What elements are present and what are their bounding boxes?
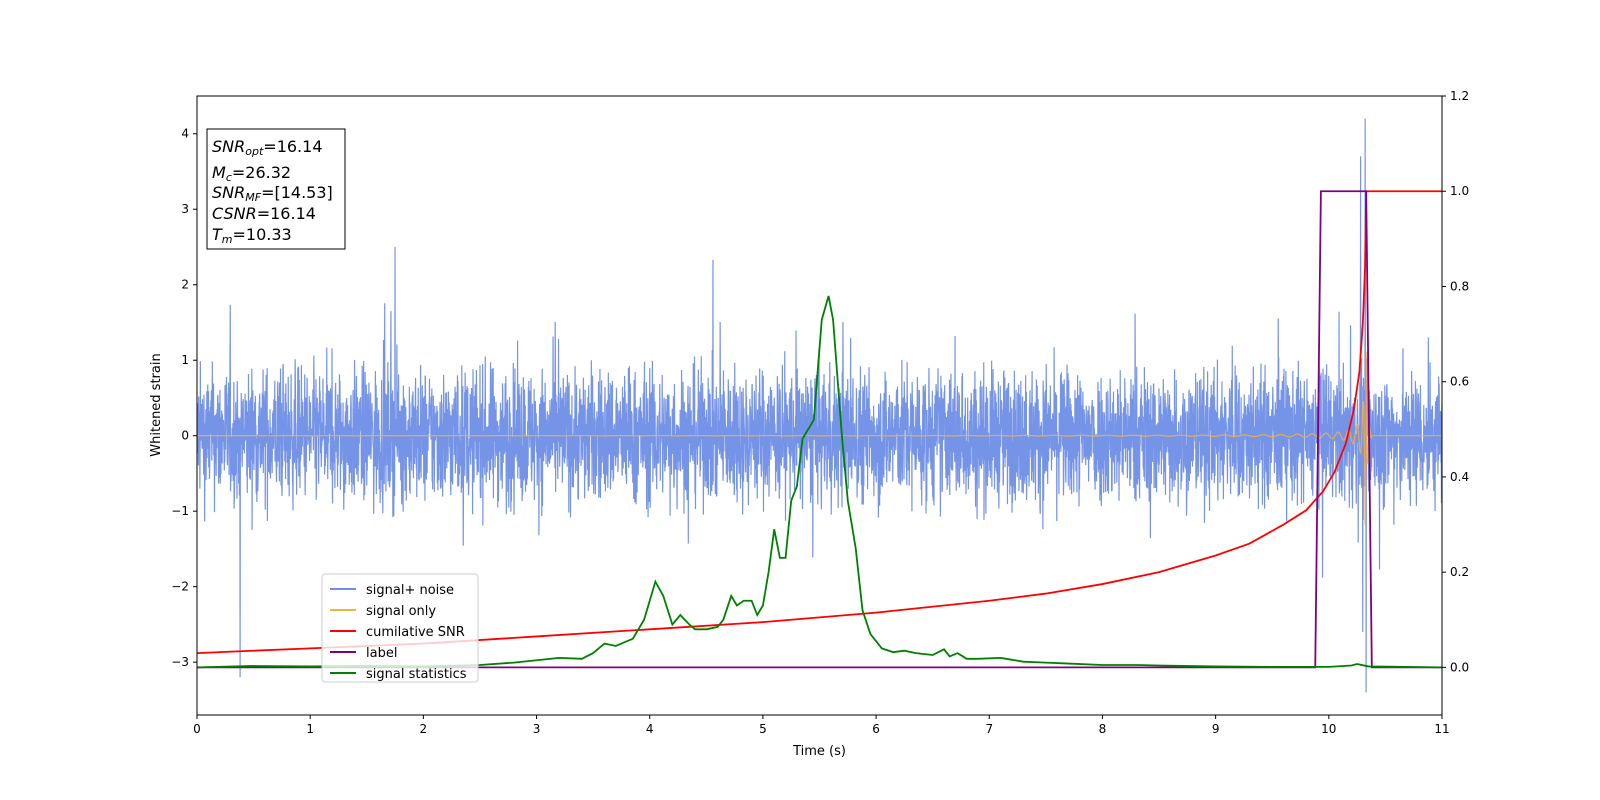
series-line-signal-only (197, 352, 1442, 526)
series-line-signal-noise (197, 118, 1442, 693)
y-tick-label: 2 (181, 278, 189, 292)
y-tick-label: −1 (171, 504, 189, 518)
y-tick-label: −2 (171, 580, 189, 594)
x-tick-label: 5 (759, 722, 767, 736)
annotation-frame (206, 128, 346, 250)
x-axis-title: Time (s) (792, 744, 846, 759)
x-tick-label: 10 (1321, 722, 1336, 736)
series-layer (197, 118, 1442, 693)
y2-tick-label: 1.2 (1450, 89, 1469, 103)
legend-label: label (366, 646, 397, 661)
y2-tick-label: 0.4 (1450, 470, 1469, 484)
x-tick-label: 0 (193, 722, 201, 736)
annotation-csnr: CSNR=16.14 (212, 204, 316, 223)
y2-tick-label: 0.8 (1450, 279, 1469, 293)
y2-tick-label: 0.6 (1450, 375, 1469, 389)
axes-layer: 0 1 2 3 4 5 6 7 8 9 10 11 −3 −2 −1 0 1 2 3 4 0.0 0.2 0.4 0.6 0.8… (171, 89, 1469, 736)
y-tick-label: 0 (181, 429, 189, 443)
legend-label: cumilative SNR (366, 625, 465, 640)
series-line-signal-statistics (197, 295, 1442, 669)
legend-label: signal+ noise (366, 583, 454, 598)
legend-label: signal statistics (366, 667, 467, 682)
series-line-cumilative-snr (197, 190, 1442, 654)
annotation-snr-mf: SNRMF=[14.53] (212, 183, 333, 204)
y2-tick-label: 1.0 (1450, 184, 1469, 198)
stats-annotation-box: SNRopt=16.14 Mc=26.32 SNRMF=[14.53] CSNR… (206, 128, 346, 250)
legend: signal+ noise signal only cumilative SNR la… (321, 573, 479, 683)
y-tick-label: 3 (181, 202, 189, 216)
y-tick-label: −3 (171, 655, 189, 669)
plot-frame (196, 95, 1443, 716)
y2-tick-label: 0.0 (1450, 660, 1469, 674)
annotation-mc: Mc=26.32 (212, 163, 291, 184)
annotation-tm: Tm=10.33 (212, 225, 292, 246)
legend-label: signal only (366, 604, 436, 619)
x-tick-label: 4 (646, 722, 654, 736)
y-tick-label: 1 (181, 353, 189, 367)
x-tick-label: 6 (872, 722, 880, 736)
x-tick-label: 3 (533, 722, 541, 736)
x-tick-label: 9 (1212, 722, 1220, 736)
x-tick-label: 8 (1099, 722, 1107, 736)
x-tick-label: 2 (420, 722, 428, 736)
x-tick-label: 1 (306, 722, 314, 736)
y-tick-label: 4 (181, 127, 189, 141)
y-axis-title: Whitened strain (149, 353, 164, 456)
x-tick-label: 7 (985, 722, 993, 736)
legend-frame (321, 573, 479, 683)
annotation-snr-opt: SNRopt=16.14 (212, 137, 323, 158)
x-tick-label: 11 (1434, 722, 1449, 736)
y2-tick-label: 0.2 (1450, 565, 1469, 579)
